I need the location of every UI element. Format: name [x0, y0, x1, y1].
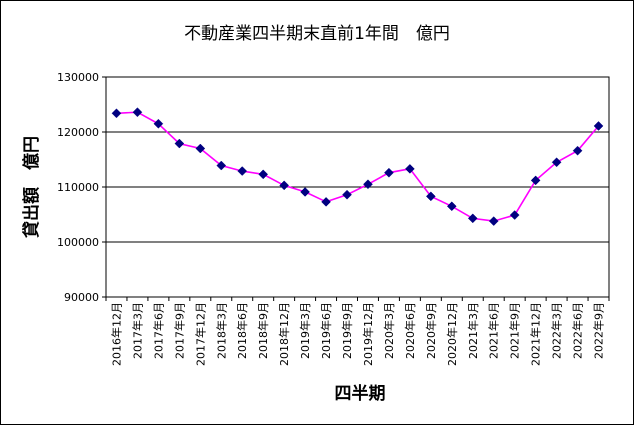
data-point-marker [237, 166, 248, 176]
data-point-marker [530, 175, 541, 186]
x-tick-label: 2020年3月 [382, 302, 396, 359]
data-point-marker [551, 157, 562, 168]
x-tick-label: 2019年3月 [298, 302, 312, 359]
data-point-marker [426, 191, 436, 202]
x-tick-label: 2020年12月 [445, 302, 459, 366]
x-tick-label: 2021年3月 [466, 302, 480, 359]
x-tick-label: 2022年3月 [550, 302, 564, 359]
data-point-marker [216, 160, 227, 171]
x-tick-label: 2020年6月 [403, 302, 417, 359]
data-point-marker [342, 189, 352, 200]
data-point-marker [467, 213, 478, 224]
data-point-marker [363, 179, 373, 190]
x-tick-label: 2021年12月 [529, 302, 543, 366]
x-tick-label: 2018年9月 [256, 302, 270, 359]
x-tick-label: 2017年3月 [130, 302, 144, 359]
y-tick-label: 100000 [57, 236, 99, 249]
data-point-marker [593, 121, 604, 131]
x-axis-ticks: 2016年12月 2017年3月 2017年6月 2017年9月 2017年12月 201… [105, 297, 610, 366]
data-point-marker [258, 169, 269, 180]
x-tick-label: 2022年9月 [592, 302, 606, 359]
data-point-marker [111, 108, 122, 119]
x-tick-label: 2019年6月 [319, 302, 333, 359]
data-point-marker [321, 196, 331, 207]
data-point-marker [174, 138, 185, 149]
x-tick-label: 2019年12月 [361, 302, 375, 366]
x-tick-label: 2021年9月 [508, 302, 522, 359]
y-tick-label: 130000 [57, 71, 99, 84]
x-tick-label: 2020年9月 [424, 302, 438, 359]
data-point-marker [132, 107, 143, 118]
data-point-marker [279, 180, 289, 191]
data-point-marker [509, 210, 520, 220]
x-tick-label: 2022年6月 [571, 302, 585, 359]
data-point-marker [384, 167, 394, 178]
data-point-marker [405, 163, 415, 174]
x-tick-label: 2021年6月 [487, 302, 501, 359]
x-tick-label: 2016年12月 [109, 302, 123, 366]
x-tick-label: 2019年9月 [340, 302, 354, 359]
data-point-marker [195, 143, 206, 154]
data-point-marker [488, 216, 499, 226]
x-tick-label: 2017年6月 [151, 302, 165, 359]
x-tick-label: 2018年6月 [235, 302, 249, 359]
x-tick-label: 2018年12月 [277, 302, 291, 366]
y-tick-label: 120000 [57, 126, 99, 139]
x-tick-label: 2017年12月 [193, 302, 207, 366]
data-point-marker [153, 118, 164, 129]
y-axis-ticks: 90000 100000 110000 120000 130000 [57, 71, 106, 304]
y-tick-label: 90000 [64, 291, 99, 304]
series-markers [111, 107, 604, 226]
y-tick-label: 110000 [57, 181, 99, 194]
data-point-marker [446, 201, 457, 212]
y-axis-label: 貸出額 億円 [21, 136, 42, 239]
x-tick-label: 2017年9月 [172, 302, 186, 359]
gridlines [106, 131, 609, 243]
data-point-marker [572, 145, 583, 156]
chart-title: 不動産業四半期末直前1年間 億円 [184, 24, 450, 44]
data-point-marker [300, 187, 310, 197]
x-tick-label: 2018年3月 [214, 302, 228, 359]
x-axis-label: 四半期 [335, 383, 386, 404]
